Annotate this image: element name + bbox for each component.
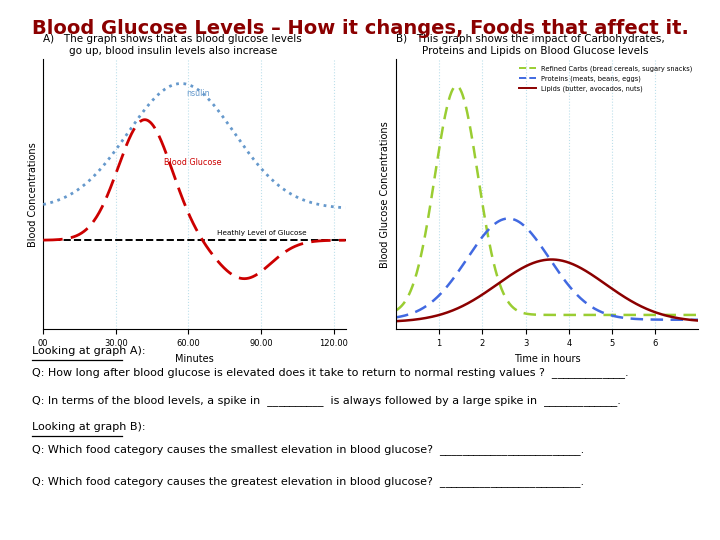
Text: Heathly Level of Glucose: Heathly Level of Glucose <box>217 231 307 237</box>
X-axis label: Minutes: Minutes <box>175 354 214 363</box>
Text: Q: How long after blood glucose is elevated does it take to return to normal res: Q: How long after blood glucose is eleva… <box>32 367 629 378</box>
Text: A)   The graph shows that as blood glucose levels
        go up, blood insulin l: A) The graph shows that as blood glucose… <box>43 34 302 56</box>
Y-axis label: Blood Glucose Concentrations: Blood Glucose Concentrations <box>380 121 390 268</box>
Text: Q: Which food category causes the smallest elevation in blood glucose?  ________: Q: Which food category causes the smalle… <box>32 444 585 455</box>
Text: Q: Which food category causes the greatest elevation in blood glucose?  ________: Q: Which food category causes the greate… <box>32 476 585 487</box>
Text: Blood Glucose: Blood Glucose <box>164 158 222 167</box>
Text: Looking at graph B):: Looking at graph B): <box>32 422 146 433</box>
Text: nsulin: nsulin <box>186 89 210 98</box>
Y-axis label: Blood Concentrations: Blood Concentrations <box>27 142 37 247</box>
Text: Blood Glucose Levels – How it changes, Foods that affect it.: Blood Glucose Levels – How it changes, F… <box>32 19 688 38</box>
Text: Looking at graph A):: Looking at graph A): <box>32 346 146 356</box>
Text: B)   This graph shows the impact of Carbohydrates,
        Proteins and Lipids o: B) This graph shows the impact of Carboh… <box>396 34 665 56</box>
Text: Q: In terms of the blood levels, a spike in  __________  is always followed by a: Q: In terms of the blood levels, a spike… <box>32 395 621 406</box>
X-axis label: Time in hours: Time in hours <box>514 354 580 363</box>
Legend: Refined Carbs (bread cereals, sugary snacks), Proteins (meats, beans, eggs), Lip: Refined Carbs (bread cereals, sugary sna… <box>516 63 695 94</box>
